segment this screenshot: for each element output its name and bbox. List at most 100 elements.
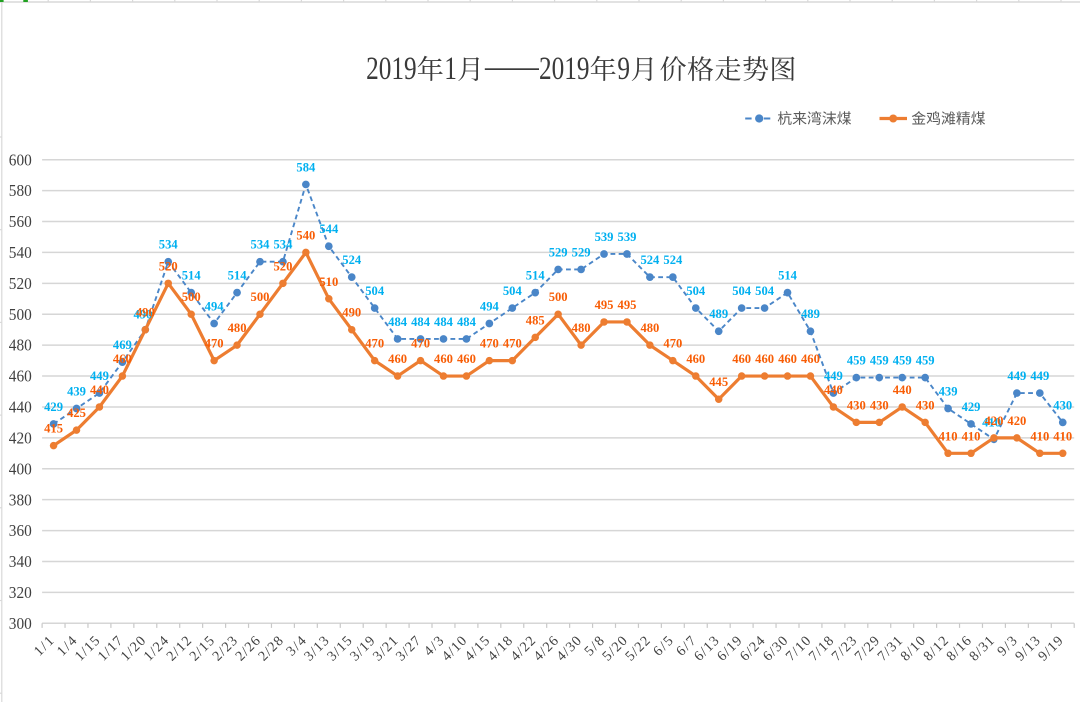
svg-text:410: 410: [939, 429, 958, 443]
svg-text:540: 540: [9, 243, 32, 262]
svg-text:439: 439: [939, 385, 958, 399]
svg-text:420: 420: [1007, 414, 1026, 428]
svg-text:430: 430: [847, 398, 866, 412]
svg-text:529: 529: [572, 245, 591, 259]
svg-text:504: 504: [732, 284, 752, 298]
svg-text:410: 410: [982, 416, 1001, 430]
svg-text:514: 514: [182, 269, 202, 283]
svg-text:484: 484: [388, 315, 408, 329]
svg-text:520: 520: [9, 274, 32, 293]
svg-text:470: 470: [480, 337, 499, 351]
svg-text:460: 460: [388, 352, 407, 366]
svg-text:480: 480: [640, 321, 659, 335]
svg-text:480: 480: [9, 336, 32, 355]
svg-text:459: 459: [893, 354, 912, 368]
svg-text:449: 449: [90, 369, 109, 383]
svg-text:470: 470: [205, 337, 224, 351]
svg-text:524: 524: [663, 253, 683, 267]
svg-text:584: 584: [296, 160, 316, 174]
svg-text:469: 469: [113, 338, 132, 352]
svg-text:520: 520: [159, 259, 178, 273]
svg-text:500: 500: [251, 290, 270, 304]
svg-text:504: 504: [755, 284, 775, 298]
svg-text:524: 524: [640, 253, 660, 267]
svg-text:2019: 2019: [366, 51, 417, 87]
svg-text:485: 485: [526, 313, 545, 327]
svg-text:514: 514: [228, 269, 248, 283]
svg-text:490: 490: [133, 307, 152, 321]
svg-text:560: 560: [9, 212, 32, 231]
svg-text:504: 504: [503, 284, 523, 298]
svg-text:430: 430: [1053, 398, 1072, 412]
svg-text:410: 410: [962, 429, 981, 443]
svg-text:439: 439: [67, 385, 86, 399]
svg-text:504: 504: [365, 284, 385, 298]
svg-text:440: 440: [824, 383, 843, 397]
svg-text:460: 460: [686, 352, 705, 366]
svg-text:500: 500: [9, 305, 32, 324]
svg-text:449: 449: [1007, 369, 1026, 383]
svg-text:580: 580: [9, 181, 32, 200]
svg-text:449: 449: [1030, 369, 1049, 383]
svg-text:340: 340: [9, 552, 32, 571]
svg-text:420: 420: [9, 428, 32, 447]
svg-text:1: 1: [444, 51, 457, 87]
svg-text:539: 539: [618, 230, 637, 244]
svg-text:429: 429: [962, 400, 981, 414]
svg-text:470: 470: [411, 337, 430, 351]
svg-text:544: 544: [319, 222, 339, 236]
svg-text:410: 410: [1030, 429, 1049, 443]
svg-text:490: 490: [342, 306, 361, 320]
svg-text:484: 484: [457, 315, 477, 329]
svg-text:600: 600: [9, 150, 32, 169]
svg-text:494: 494: [205, 300, 225, 314]
svg-text:459: 459: [847, 354, 866, 368]
svg-text:495: 495: [618, 298, 637, 312]
svg-text:460: 460: [113, 352, 132, 366]
svg-text:534: 534: [251, 238, 271, 252]
svg-text:460: 460: [755, 352, 774, 366]
svg-text:440: 440: [9, 398, 32, 417]
svg-text:480: 480: [572, 321, 591, 335]
svg-text:480: 480: [228, 321, 247, 335]
svg-text:470: 470: [503, 337, 522, 351]
svg-text:440: 440: [90, 383, 109, 397]
svg-text:449: 449: [824, 369, 843, 383]
svg-text:504: 504: [686, 284, 706, 298]
svg-text:459: 459: [916, 354, 935, 368]
svg-text:460: 460: [801, 352, 820, 366]
svg-text:539: 539: [595, 230, 614, 244]
svg-text:410: 410: [1053, 429, 1072, 443]
svg-text:430: 430: [916, 398, 935, 412]
svg-text:400: 400: [9, 459, 32, 478]
svg-text:534: 534: [159, 238, 179, 252]
svg-text:494: 494: [480, 300, 500, 314]
svg-text:9: 9: [617, 51, 630, 87]
svg-text:460: 460: [732, 352, 751, 366]
svg-text:425: 425: [67, 406, 86, 420]
svg-text:429: 429: [44, 400, 63, 414]
svg-text:470: 470: [365, 337, 384, 351]
svg-text:514: 514: [778, 269, 798, 283]
svg-text:484: 484: [434, 315, 454, 329]
svg-text:320: 320: [9, 583, 32, 602]
svg-text:460: 460: [457, 352, 476, 366]
svg-text:470: 470: [663, 337, 682, 351]
svg-text:460: 460: [434, 352, 453, 366]
svg-text:500: 500: [182, 290, 201, 304]
svg-text:510: 510: [319, 275, 338, 289]
svg-text:524: 524: [342, 253, 362, 267]
svg-text:514: 514: [526, 269, 546, 283]
svg-text:540: 540: [296, 228, 315, 242]
svg-text:440: 440: [893, 383, 912, 397]
svg-text:534: 534: [273, 238, 293, 252]
svg-text:495: 495: [595, 298, 614, 312]
svg-text:420: 420: [985, 414, 1004, 428]
svg-text:460: 460: [778, 352, 797, 366]
svg-text:484: 484: [411, 315, 431, 329]
svg-text:380: 380: [9, 490, 32, 509]
svg-text:360: 360: [9, 521, 32, 540]
svg-text:300: 300: [9, 614, 32, 633]
svg-text:500: 500: [549, 290, 568, 304]
svg-text:415: 415: [44, 422, 63, 436]
